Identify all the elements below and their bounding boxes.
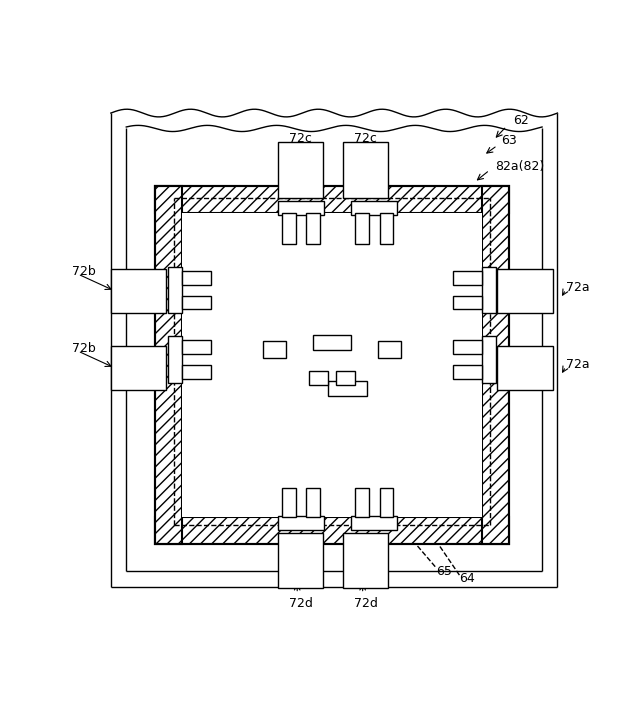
Text: 72c: 72c	[289, 132, 312, 145]
Bar	[380, 488, 394, 518]
Bar	[452, 340, 482, 354]
Bar	[182, 365, 211, 379]
Bar	[355, 488, 369, 518]
Bar	[278, 143, 323, 198]
Text: 82a(82): 82a(82)	[495, 161, 545, 174]
Text: 65: 65	[436, 565, 452, 578]
Text: 73c: 73c	[312, 314, 335, 327]
Bar	[378, 341, 401, 358]
Bar	[111, 269, 166, 313]
Text: 71c: 71c	[232, 234, 255, 247]
Text: 72d: 72d	[289, 597, 312, 610]
Bar	[182, 340, 211, 354]
Text: 7a
(7): 7a (7)	[382, 318, 398, 340]
Bar	[482, 267, 496, 313]
Text: 72a: 72a	[566, 281, 589, 293]
Text: 7c
(7): 7c (7)	[344, 376, 359, 397]
Bar	[452, 365, 482, 379]
Bar	[155, 186, 182, 544]
Bar	[182, 295, 211, 309]
Bar	[307, 213, 320, 244]
Bar	[168, 267, 182, 313]
Text: 71b: 71b	[189, 337, 213, 350]
Bar	[452, 295, 482, 309]
Bar	[344, 533, 388, 588]
Text: 71c: 71c	[382, 234, 404, 247]
Text: 72d: 72d	[354, 597, 378, 610]
Bar	[278, 533, 323, 588]
Bar	[497, 345, 553, 390]
Bar	[344, 143, 388, 198]
Text: 72b: 72b	[72, 342, 96, 355]
Bar	[380, 213, 394, 244]
Text: 71a: 71a	[467, 314, 490, 327]
Text: 72b: 72b	[72, 265, 96, 278]
Bar	[355, 213, 369, 244]
Bar	[282, 488, 296, 518]
Bar	[155, 186, 509, 544]
Bar	[155, 518, 509, 544]
Bar	[262, 341, 285, 358]
Bar	[482, 186, 509, 544]
Bar	[155, 186, 509, 213]
Bar	[452, 271, 482, 285]
Bar	[182, 213, 482, 518]
Text: 7b
(7): 7b (7)	[255, 318, 271, 340]
Bar	[497, 269, 553, 313]
Bar	[111, 345, 166, 390]
Bar	[351, 201, 397, 215]
Bar	[282, 213, 296, 244]
Text: 72c: 72c	[354, 132, 377, 145]
Bar	[328, 381, 367, 397]
Bar	[308, 371, 328, 385]
Bar	[168, 337, 182, 382]
Text: 71d: 71d	[371, 476, 394, 489]
Bar	[278, 201, 324, 215]
Text: 72a: 72a	[566, 358, 589, 371]
Bar	[351, 515, 397, 530]
Bar	[278, 515, 324, 530]
Bar	[312, 334, 351, 350]
Bar	[336, 371, 355, 385]
Text: 71d: 71d	[232, 476, 255, 489]
Text: 62: 62	[513, 114, 529, 127]
Text: 64: 64	[459, 573, 475, 586]
Text: 73d: 73d	[378, 384, 402, 397]
Text: 7d
(7): 7d (7)	[289, 376, 305, 397]
Bar	[307, 488, 320, 518]
Text: 63: 63	[501, 133, 517, 146]
Bar	[482, 337, 496, 382]
Bar	[182, 271, 211, 285]
